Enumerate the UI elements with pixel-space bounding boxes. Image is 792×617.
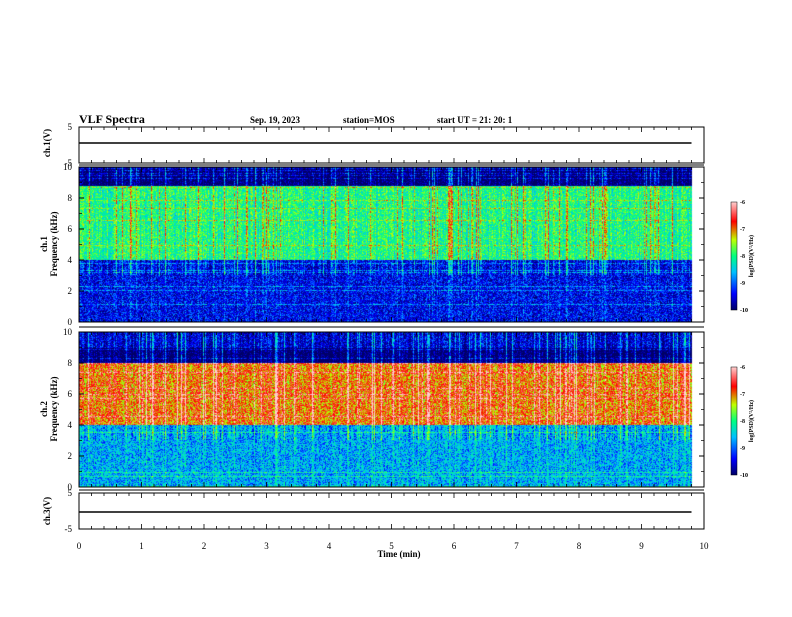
colorbar-tick-label: -9 [740, 281, 745, 287]
y-tick-label: 6 [68, 224, 73, 234]
x-tick-label: 6 [452, 541, 457, 551]
y-tick-label: 10 [63, 327, 73, 337]
date-label: Sep. 19, 2023 [250, 115, 301, 125]
ch2-colorbar [730, 366, 738, 476]
y-tick-label: 4 [68, 255, 73, 265]
ch2-spectrogram-image [79, 332, 704, 487]
y-tick-label: 8 [68, 193, 73, 203]
ch3-panel-frame [78, 492, 705, 530]
ch1-spectrogram-image [79, 167, 704, 322]
ch1-colorbar [730, 201, 738, 311]
ch2-colorbar-label: log(PSD)(V²/Hz) [748, 400, 755, 442]
colorbar-tick-label: -9 [740, 446, 745, 452]
x-tick-label: 3 [264, 541, 269, 551]
colorbar-tick-label: -8 [740, 419, 745, 425]
ch1-spec-axis-label-line1: ch.1 [39, 236, 49, 252]
ch1-spec-axis-label-line2: Frequency (kHz) [49, 211, 59, 276]
ch1-axis-label: ch.1(V) [42, 129, 52, 157]
y-tick-label: 2 [68, 286, 73, 296]
y-tick-label: 4 [68, 420, 73, 430]
y-tick-label: 0 [68, 482, 73, 492]
y-tick-label: -5 [65, 158, 73, 168]
ch2-spec-axis-label-line1: ch.2 [39, 401, 49, 417]
x-tick-label: 2 [202, 541, 207, 551]
x-tick-label: 9 [639, 541, 644, 551]
x-tick-label: 10 [700, 541, 710, 551]
colorbar-tick-label: -6 [740, 200, 745, 206]
colorbar-tick-label: -6 [740, 365, 745, 371]
x-axis-label: Time (min) [377, 549, 420, 559]
station-label: station=MOS [343, 115, 395, 125]
x-tick-label: 1 [139, 541, 144, 551]
y-tick-label: 6 [68, 389, 73, 399]
colorbar-tick-label: -10 [740, 473, 748, 479]
y-tick-label: 0 [68, 317, 73, 327]
axis-ticks: 5-50246810-6-7-8-9-100246810-6-7-8-9-105… [63, 122, 748, 551]
x-tick-label: 4 [327, 541, 332, 551]
start-time-label: start UT = 21: 20: 1 [437, 115, 513, 125]
x-tick-label: 5 [389, 541, 394, 551]
ch2-spec-axis-label-group: ch.2 Frequency (kHz) [39, 376, 59, 441]
colorbar-tick-label: -10 [740, 308, 748, 314]
ch2-spectrogram [79, 332, 704, 487]
y-tick-label: 5 [68, 122, 73, 132]
figure-title: VLF Spectra [79, 112, 145, 126]
y-tick-label: 5 [68, 488, 73, 498]
y-tick-label: 10 [63, 162, 73, 172]
colorbar-tick-label: -8 [740, 254, 745, 260]
y-tick-label: 2 [68, 451, 73, 461]
ch1-spectrogram [79, 167, 704, 322]
ch1-colorbar-label: log(PSD)(V²/Hz) [748, 235, 755, 277]
ch1-spec-axis-label-group: ch.1 Frequency (kHz) [39, 211, 59, 276]
x-tick-label: 8 [577, 541, 582, 551]
colorbar-tick-label: -7 [740, 227, 745, 233]
ch2-spec-axis-label-line2: Frequency (kHz) [49, 376, 59, 441]
x-tick-label: 7 [514, 541, 519, 551]
y-tick-label: -5 [65, 524, 73, 534]
y-tick-label: 8 [68, 358, 73, 368]
ch3-axis-label: ch.3(V) [42, 497, 52, 525]
colorbar-tick-label: -7 [740, 392, 745, 398]
ch1-panel-frame [78, 126, 705, 164]
x-tick-label: 0 [77, 541, 82, 551]
